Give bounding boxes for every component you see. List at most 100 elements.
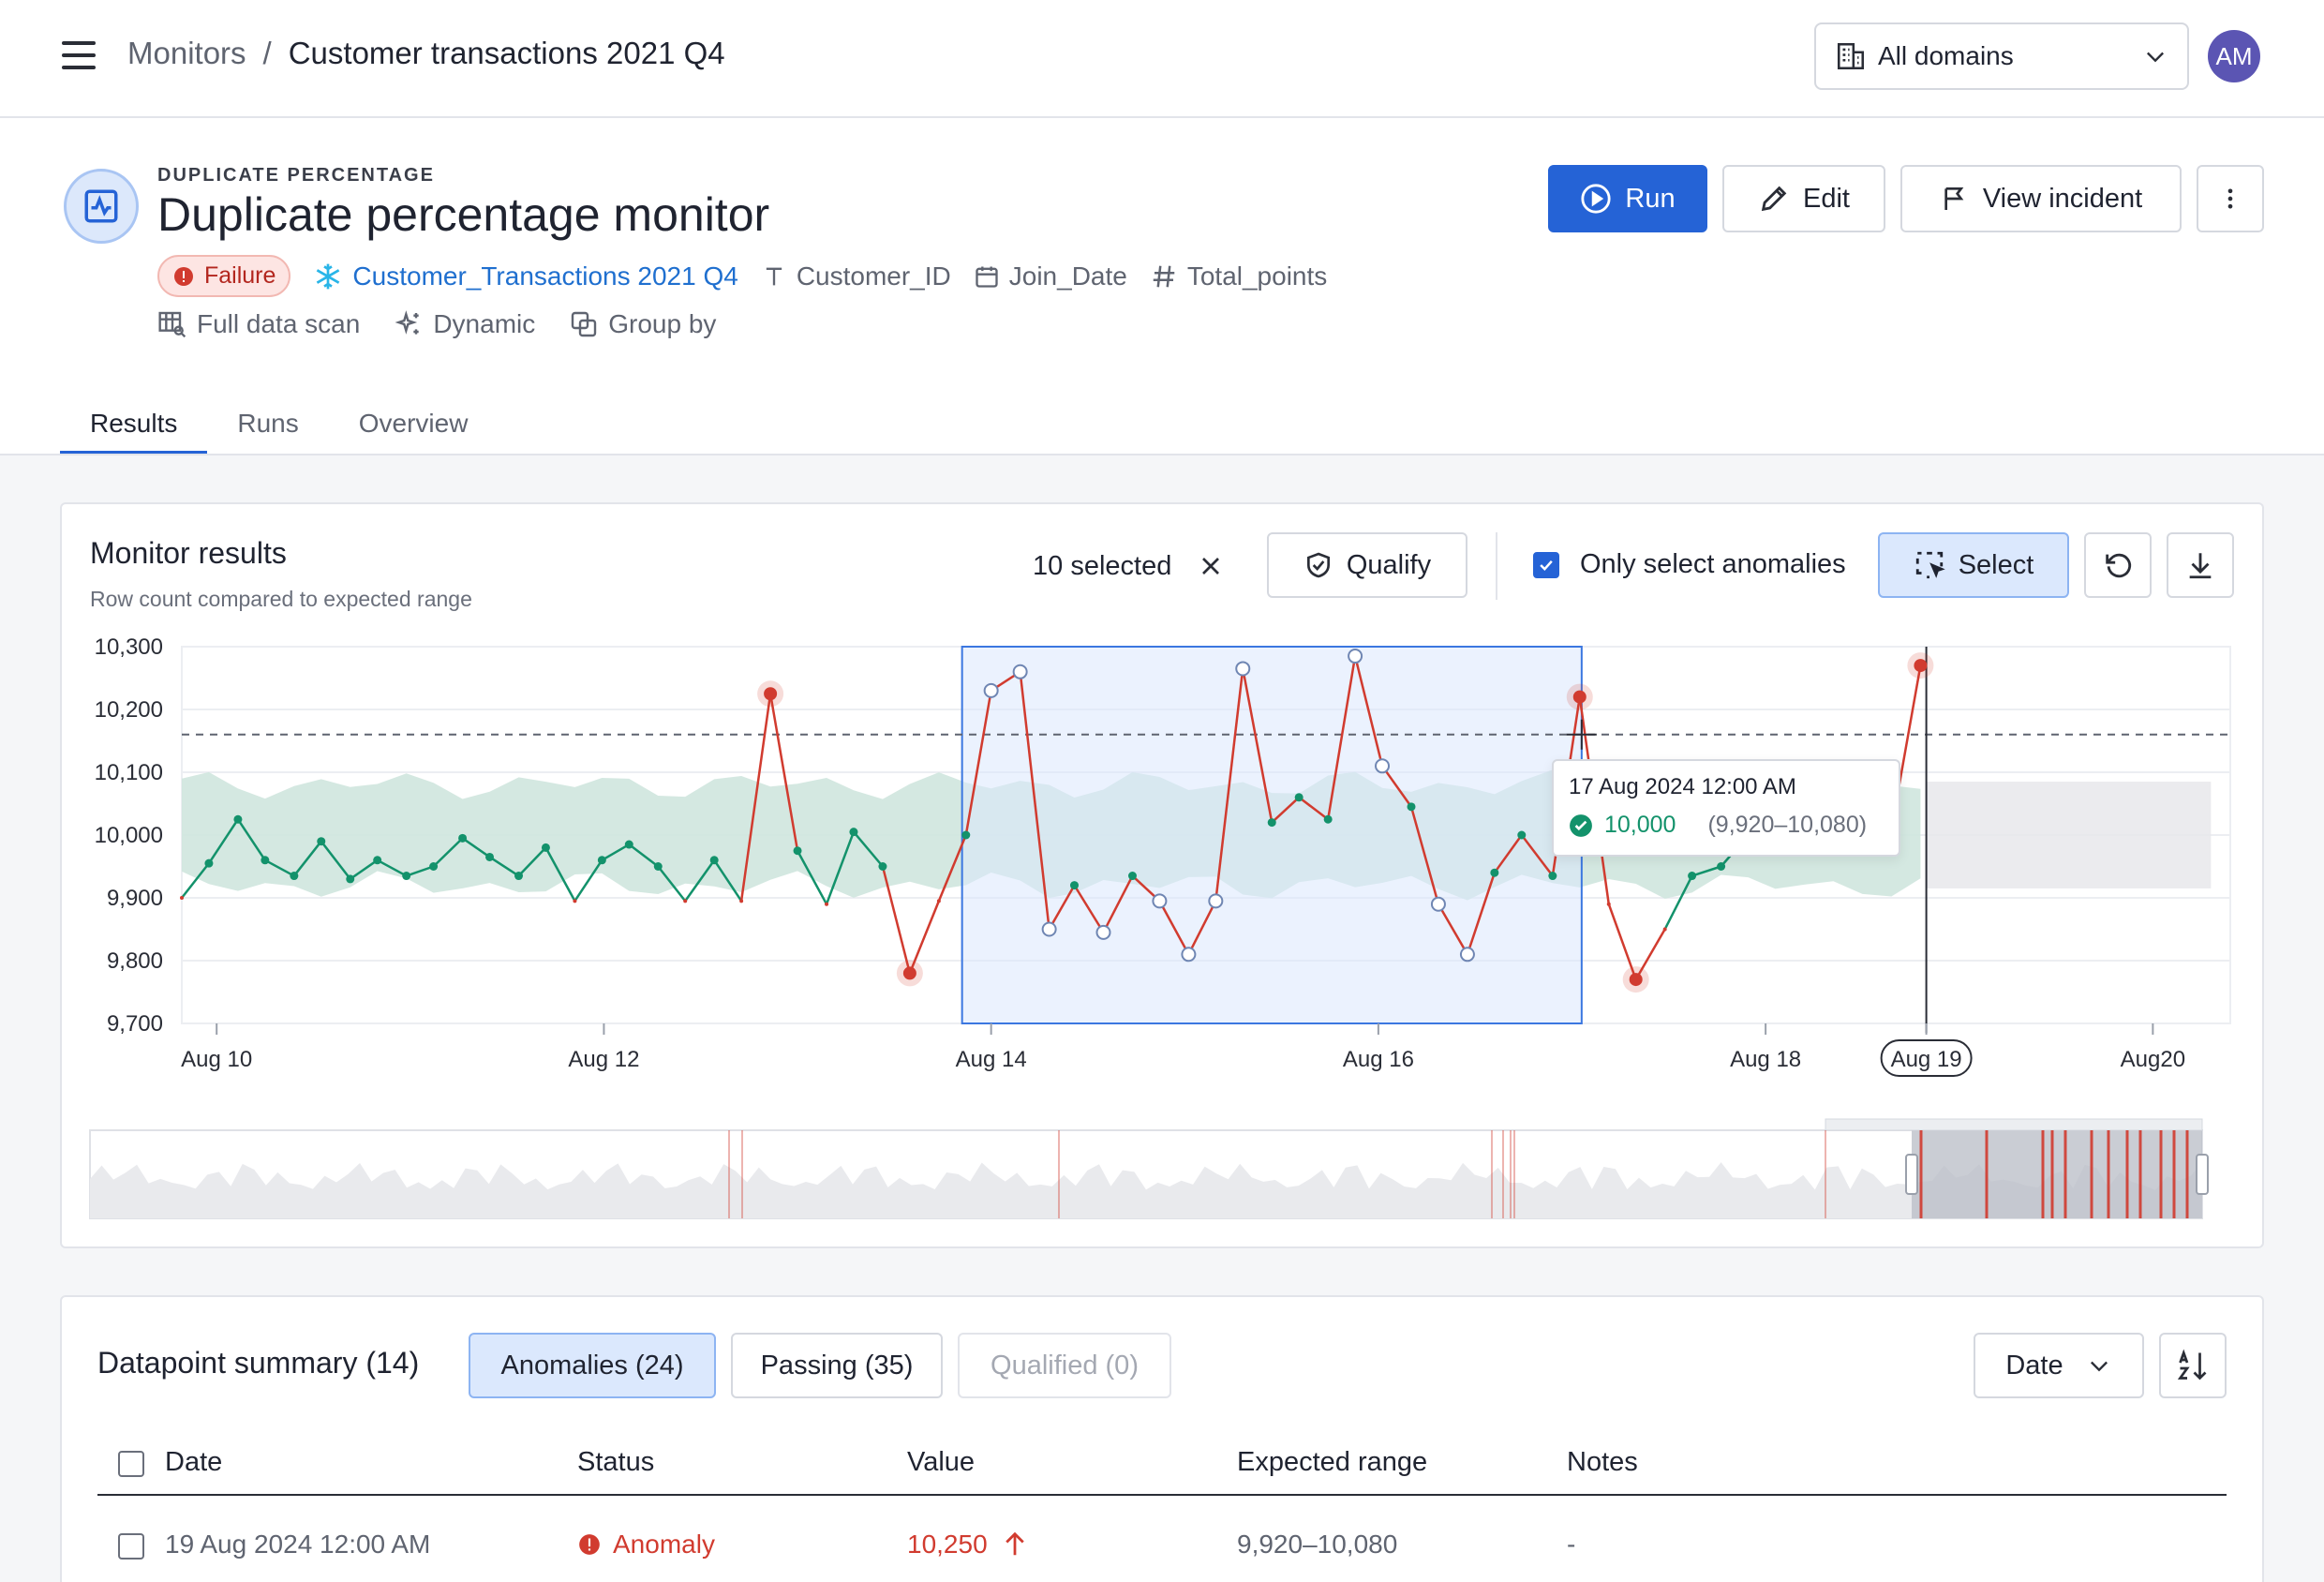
tab-overview[interactable]: Overview — [358, 409, 469, 438]
filter-qualified[interactable]: Qualified (0) — [958, 1333, 1171, 1398]
y-tick-label: 9,900 — [107, 886, 163, 911]
crosshair-icon — [1566, 719, 1597, 750]
data-point — [373, 856, 382, 865]
edit-button[interactable]: Edit — [1722, 165, 1885, 232]
domain-select[interactable]: All domains — [1814, 22, 2189, 90]
series-segment — [1493, 834, 1523, 873]
data-point — [653, 862, 663, 871]
data-point — [1662, 927, 1667, 932]
data-point — [541, 843, 550, 852]
series-segment — [1437, 903, 1469, 955]
column-header-status[interactable]: Status — [577, 1447, 655, 1477]
selected-point — [1430, 896, 1446, 912]
column-meta: Total_points — [1150, 261, 1327, 291]
row-value: 10,250 — [907, 1530, 1029, 1560]
avatar[interactable]: AM — [2208, 30, 2260, 82]
monitor-icon — [64, 169, 139, 244]
series-segment — [292, 840, 322, 877]
sort-select[interactable]: Date — [1974, 1333, 2144, 1398]
data-point — [1490, 868, 1499, 877]
tab-bar: Results Runs Overview — [60, 403, 498, 455]
clear-selection-icon[interactable] — [1196, 551, 1226, 581]
select-all-checkbox[interactable] — [118, 1451, 144, 1477]
series-segment — [207, 818, 239, 864]
selected-point — [1095, 924, 1111, 940]
monitor-meta: Failure Customer_Transactions 2021 Q4 Cu… — [157, 255, 1327, 297]
view-incident-button[interactable]: View incident — [1900, 165, 2182, 232]
data-point — [1294, 793, 1304, 802]
series-segment — [1607, 903, 1637, 980]
y-tick-label: 9,700 — [107, 1011, 163, 1037]
data-point — [1688, 872, 1697, 881]
data-point — [402, 872, 411, 881]
scan-meta: Full data scan — [157, 309, 360, 339]
monitor-results-subtitle: Row count compared to expected range — [90, 587, 472, 611]
pencil-icon — [1761, 186, 1787, 212]
series-segment — [1520, 834, 1554, 877]
selected-point — [1152, 893, 1168, 909]
sparkle-icon — [395, 310, 419, 335]
data-point — [1407, 802, 1416, 812]
data-point — [1517, 830, 1527, 840]
series-segment — [1019, 671, 1050, 930]
breadcrumb-monitors[interactable]: Monitors — [127, 36, 246, 70]
tab-runs[interactable]: Runs — [237, 409, 299, 438]
row-checkbox[interactable] — [118, 1533, 144, 1560]
download-button[interactable] — [2167, 532, 2234, 598]
column-header-expected-range[interactable]: Expected range — [1237, 1447, 1428, 1477]
data-point — [1127, 872, 1137, 881]
data-point — [878, 862, 887, 871]
series-segment — [1409, 806, 1440, 905]
filter-passing[interactable]: Passing (35) — [731, 1333, 943, 1398]
menu-icon[interactable] — [62, 41, 96, 69]
data-point — [1548, 872, 1557, 881]
row-value-number: 10,250 — [907, 1530, 988, 1559]
series-segment — [544, 846, 576, 902]
series-segment — [1242, 668, 1274, 823]
series-segment — [1691, 865, 1721, 877]
series-segment — [601, 843, 630, 861]
select-area-icon — [1915, 551, 1945, 579]
run-button[interactable]: Run — [1548, 165, 1707, 232]
series-segment — [1271, 796, 1301, 824]
series-segment — [236, 818, 266, 861]
monitor-chart[interactable]: 10,300 10,200 10,100 10,000 9,900 9,800 9,700 A… — [0, 0, 2324, 1246]
selected-point — [983, 682, 999, 698]
series-segment — [1187, 900, 1217, 955]
series-segment — [517, 846, 547, 877]
row-date: 19 Aug 2024 12:00 AM — [165, 1530, 431, 1559]
table-link[interactable]: Customer_Transactions 2021 Q4 — [352, 261, 738, 291]
filter-anomalies[interactable]: Anomalies (24) — [469, 1333, 716, 1398]
table-scan-icon — [158, 311, 186, 338]
reset-zoom-button[interactable] — [2084, 532, 2152, 598]
column-meta: Join_Date — [974, 261, 1127, 291]
tab-divider — [0, 454, 2324, 455]
selected-point — [1459, 947, 1475, 963]
row-status-label: Anomaly — [613, 1530, 715, 1559]
only-anomalies-toggle[interactable]: Only select anomalies — [1533, 549, 1846, 580]
select-button[interactable]: Select — [1878, 532, 2069, 598]
forecast-band — [1926, 782, 2212, 888]
column-header-value[interactable]: Value — [907, 1447, 976, 1477]
column-header-notes[interactable]: Notes — [1567, 1447, 1638, 1477]
selected-point — [1208, 893, 1224, 909]
data-point — [961, 830, 971, 840]
only-anomalies-checkbox[interactable] — [1533, 551, 1559, 578]
chevron-down-icon — [2147, 52, 2164, 63]
sort-direction-button[interactable] — [2159, 1333, 2227, 1398]
domain-select-value: All domains — [1878, 41, 2014, 70]
series-segment — [796, 850, 828, 905]
anomaly-point — [1629, 973, 1643, 987]
series-segment — [964, 690, 992, 836]
toolbar-divider — [1496, 532, 1497, 600]
column-header-date[interactable]: Date — [165, 1447, 223, 1477]
x-tick-label: Aug 12 — [568, 1047, 639, 1072]
data-point — [573, 899, 577, 903]
more-options-button[interactable] — [2197, 165, 2264, 232]
data-point — [458, 833, 468, 843]
series-segment — [657, 865, 687, 903]
qualify-button[interactable]: Qualify — [1267, 532, 1467, 598]
tab-results[interactable]: Results — [60, 403, 208, 455]
y-tick-label: 10,100 — [95, 760, 163, 785]
x-tick-label: Aug20 — [2121, 1047, 2185, 1072]
